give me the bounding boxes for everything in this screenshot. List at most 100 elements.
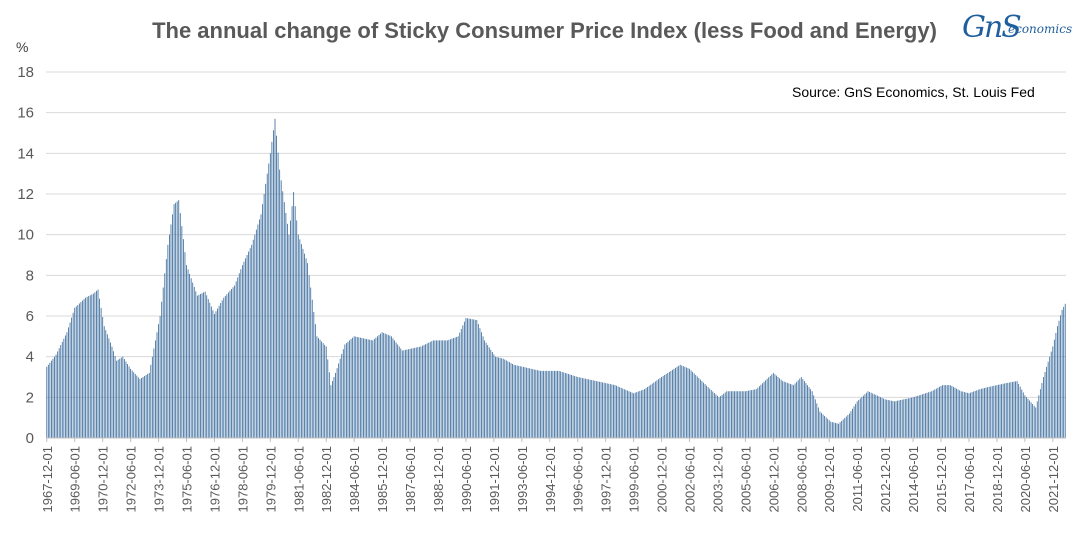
bar: [369, 339, 371, 438]
bar: [934, 389, 936, 438]
bar: [869, 391, 871, 438]
bar: [238, 273, 240, 438]
bar: [220, 303, 222, 438]
bar: [63, 338, 65, 438]
x-tick-label: 2017-06-01: [962, 446, 977, 513]
bar: [330, 385, 332, 438]
bar: [726, 391, 728, 438]
bar: [613, 384, 614, 438]
bar: [313, 311, 315, 438]
bar: [898, 400, 900, 438]
bar: [1046, 366, 1048, 438]
bar: [85, 297, 87, 438]
bar: [496, 357, 498, 438]
bar: [606, 383, 608, 438]
bar: [878, 396, 880, 438]
bar: [224, 295, 226, 438]
bar: [824, 415, 826, 438]
bar: [672, 369, 673, 438]
bar: [82, 300, 83, 438]
bar: [137, 377, 139, 438]
bar: [661, 377, 662, 438]
bar: [147, 373, 149, 438]
bar: [926, 392, 928, 438]
y-tick-label: 4: [26, 349, 34, 366]
bar: [55, 354, 57, 438]
bar: [83, 299, 85, 438]
bar: [426, 343, 428, 438]
bar: [566, 373, 568, 438]
bar: [866, 392, 867, 438]
bar: [487, 345, 489, 438]
bar: [460, 329, 462, 438]
bar: [51, 360, 52, 438]
x-tick-label: 1969-06-01: [68, 446, 83, 513]
bar: [895, 401, 897, 438]
bar: [662, 375, 664, 438]
source-note: Source: GnS Economics, St. Louis Fed: [792, 84, 1035, 100]
bar: [400, 348, 402, 438]
bar: [844, 417, 846, 438]
bar: [668, 371, 670, 438]
y-tick-label: 14: [17, 145, 34, 162]
bar: [682, 366, 684, 438]
bar: [47, 364, 49, 438]
bar: [757, 387, 759, 438]
bar: [1057, 326, 1058, 438]
bar: [578, 377, 580, 438]
bar: [249, 248, 251, 438]
bar: [176, 201, 178, 438]
bar: [648, 385, 650, 438]
bar: [800, 377, 802, 438]
bar: [445, 340, 447, 438]
bar: [620, 387, 622, 438]
bar: [807, 385, 808, 438]
bar: [119, 358, 121, 438]
bar: [327, 359, 329, 438]
y-tick-label: 2: [26, 389, 34, 406]
bar: [777, 377, 779, 438]
bar: [276, 135, 277, 438]
bar: [591, 380, 593, 438]
bar: [985, 387, 987, 438]
bar: [956, 388, 957, 438]
bar: [861, 397, 863, 438]
bar: [561, 371, 563, 438]
bar: [420, 346, 422, 438]
bar: [356, 337, 358, 438]
bar: [201, 293, 203, 438]
bar: [790, 383, 791, 438]
bar: [159, 316, 161, 438]
bar: [658, 379, 659, 438]
axes: 0 2 4 6 8 10 12 14 16 18 1967-12-01 1969-06-01 1970-…: [17, 64, 1066, 513]
x-tick-label: 1990-06-01: [459, 446, 474, 513]
logo-wordmark: economics: [1008, 22, 1073, 36]
bar: [75, 306, 77, 438]
bar: [245, 258, 246, 438]
bar: [123, 359, 125, 438]
bar: [581, 378, 583, 438]
bar: [659, 378, 661, 438]
bar: [741, 391, 743, 438]
bar: [162, 287, 164, 438]
bar: [526, 367, 527, 438]
bar: [468, 318, 470, 438]
bar: [499, 357, 501, 438]
bar: [358, 337, 360, 438]
bar: [133, 372, 135, 438]
bar: [884, 399, 886, 438]
bar: [586, 379, 588, 438]
bar: [533, 369, 535, 438]
bar: [491, 352, 493, 438]
bar: [237, 277, 239, 438]
bar: [78, 303, 80, 438]
bar: [1018, 383, 1020, 438]
bar: [715, 394, 717, 438]
bar: [1032, 404, 1034, 438]
x-tick-label: 1976-12-01: [207, 446, 222, 513]
bar: [850, 411, 852, 438]
bar: [372, 340, 374, 438]
bar: [510, 363, 512, 438]
bar: [515, 365, 517, 438]
